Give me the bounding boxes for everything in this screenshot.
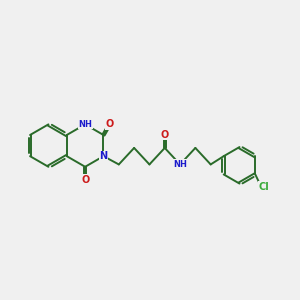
- Text: NH: NH: [78, 120, 92, 129]
- Text: NH: NH: [173, 160, 187, 169]
- Text: O: O: [160, 130, 169, 140]
- Text: O: O: [106, 119, 114, 129]
- Text: Cl: Cl: [259, 182, 269, 192]
- Text: N: N: [99, 151, 108, 161]
- Text: O: O: [81, 175, 89, 185]
